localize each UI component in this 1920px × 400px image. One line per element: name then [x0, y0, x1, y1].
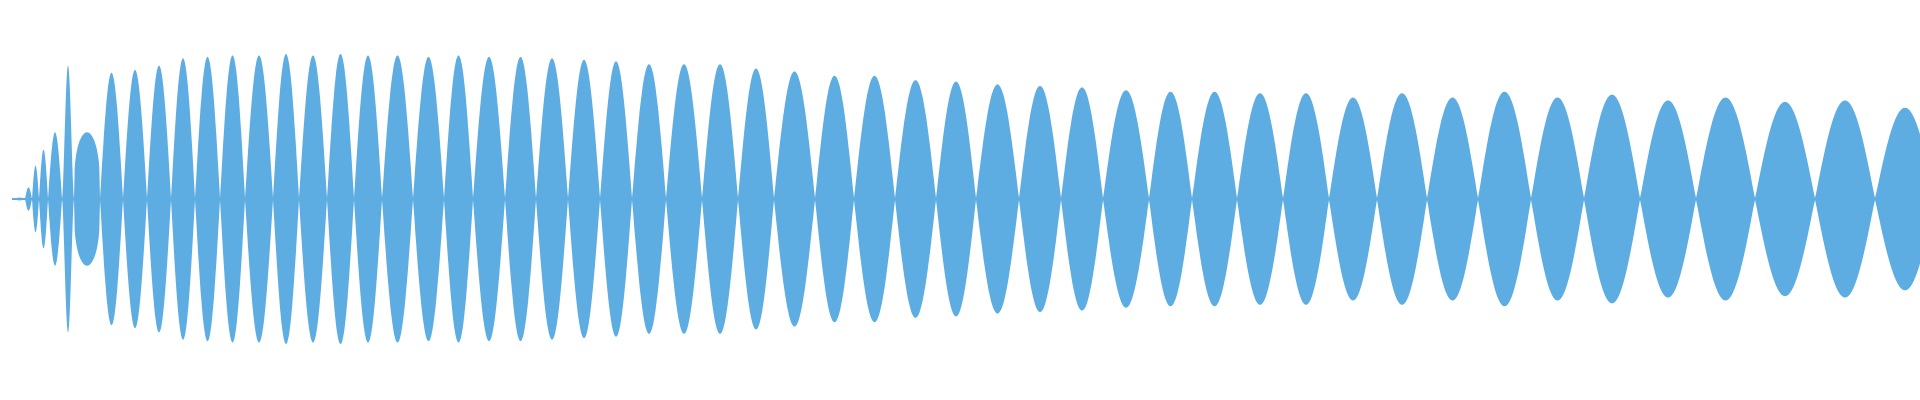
- waveform-lobes: [12, 54, 1920, 344]
- waveform-lobe: [1755, 101, 1815, 297]
- waveform-lobe: [895, 80, 936, 318]
- waveform-lobe: [1192, 91, 1237, 307]
- waveform-lobe: [1584, 94, 1640, 304]
- waveform-lobe: [568, 59, 600, 339]
- waveform-lobe: [600, 61, 632, 337]
- waveform-lobe: [444, 55, 473, 343]
- waveform-lobe: [25, 187, 32, 211]
- waveform-lobe: [39, 149, 48, 249]
- waveform-lobe: [100, 72, 123, 326]
- waveform-lobe: [738, 68, 774, 330]
- waveform-lobe: [1427, 97, 1478, 301]
- waveform-lobe: [299, 55, 327, 343]
- waveform-lobe: [1019, 85, 1061, 313]
- waveform-lobe: [220, 55, 245, 343]
- waveform-lobe: [1531, 97, 1584, 301]
- waveform-lobe: [171, 58, 195, 340]
- waveform-lobe: [1149, 91, 1192, 307]
- waveform-lobe: [147, 65, 171, 333]
- waveform-lobe: [1377, 93, 1427, 305]
- waveform-lobe: [62, 65, 74, 333]
- waveform-lobe: [32, 165, 39, 233]
- waveform-lobe: [1875, 107, 1920, 291]
- waveform-lobe: [1061, 87, 1103, 311]
- waveform-lobe: [245, 55, 273, 343]
- waveform-lobe: [702, 64, 738, 334]
- waveform-lobe: [327, 54, 354, 344]
- waveform-lobe: [1640, 100, 1696, 298]
- waveform-lobe: [1696, 97, 1755, 301]
- waveform-lobe: [48, 132, 62, 266]
- waveform-lobe: [505, 56, 536, 342]
- waveform-lobe: [74, 132, 100, 266]
- waveform-lobe: [413, 56, 444, 342]
- waveform-lobe: [632, 64, 666, 334]
- waveform-lobe: [666, 64, 702, 334]
- waveform-lobe: [354, 55, 382, 343]
- waveform-lobe: [473, 56, 505, 342]
- waveform-lobe: [815, 75, 854, 323]
- waveform-lobe: [273, 54, 299, 344]
- waveform-lobe: [14, 197, 25, 201]
- waveform-lobe: [1103, 90, 1149, 308]
- waveform-lobe: [195, 56, 220, 342]
- waveform-lobe: [1283, 93, 1329, 305]
- waveform-lobe: [854, 75, 895, 323]
- waveform-lobe: [123, 69, 147, 329]
- waveform-lobe: [1815, 100, 1875, 298]
- waveform-lobe: [1478, 91, 1531, 307]
- waveform-lobe: [976, 84, 1019, 314]
- waveform-lobe: [1237, 93, 1283, 305]
- waveform-lobe: [382, 55, 413, 343]
- waveform-lobe: [1329, 97, 1377, 301]
- waveform-lobe: [536, 58, 568, 340]
- waveform-lobe: [774, 71, 815, 327]
- waveform-lobe: [936, 81, 976, 317]
